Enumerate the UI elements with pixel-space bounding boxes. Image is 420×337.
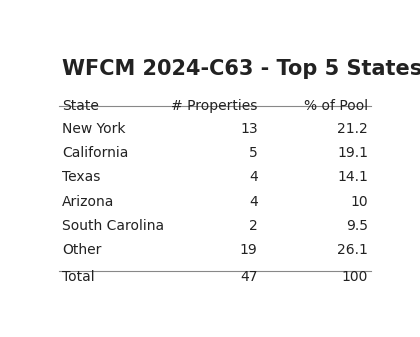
Text: 13: 13 xyxy=(240,122,257,136)
Text: 2: 2 xyxy=(249,219,257,233)
Text: Arizona: Arizona xyxy=(62,194,115,209)
Text: 5: 5 xyxy=(249,146,257,160)
Text: 26.1: 26.1 xyxy=(337,243,368,257)
Text: 9.5: 9.5 xyxy=(346,219,368,233)
Text: 4: 4 xyxy=(249,194,257,209)
Text: 10: 10 xyxy=(351,194,368,209)
Text: 47: 47 xyxy=(240,270,257,284)
Text: 4: 4 xyxy=(249,171,257,184)
Text: California: California xyxy=(62,146,129,160)
Text: 19.1: 19.1 xyxy=(337,146,368,160)
Text: # Properties: # Properties xyxy=(171,99,257,113)
Text: 14.1: 14.1 xyxy=(337,171,368,184)
Text: New York: New York xyxy=(62,122,126,136)
Text: WFCM 2024-C63 - Top 5 States: WFCM 2024-C63 - Top 5 States xyxy=(62,59,420,79)
Text: % of Pool: % of Pool xyxy=(304,99,368,113)
Text: Total: Total xyxy=(62,270,95,284)
Text: 100: 100 xyxy=(342,270,368,284)
Text: 21.2: 21.2 xyxy=(338,122,368,136)
Text: Other: Other xyxy=(62,243,102,257)
Text: South Carolina: South Carolina xyxy=(62,219,164,233)
Text: State: State xyxy=(62,99,99,113)
Text: Texas: Texas xyxy=(62,171,101,184)
Text: 19: 19 xyxy=(240,243,257,257)
